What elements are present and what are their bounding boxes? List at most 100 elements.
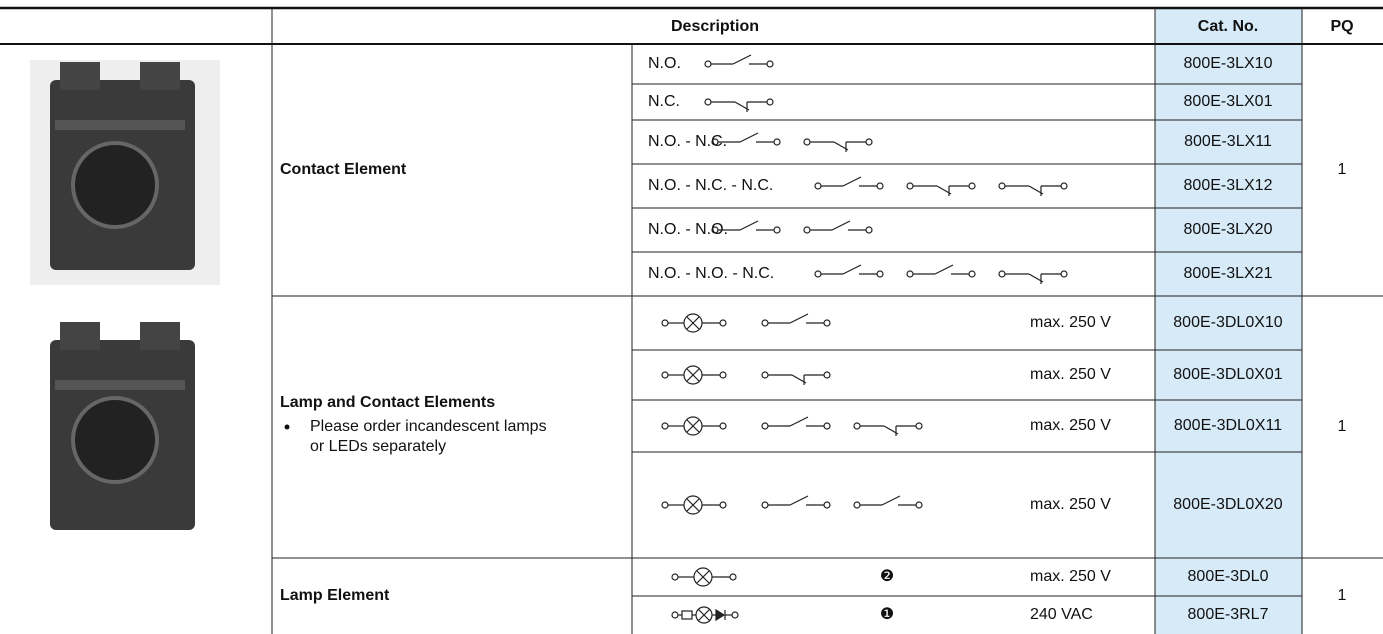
note-line: Please order incandescent lamps: [310, 418, 547, 435]
terminal: [876, 270, 884, 278]
schematic-symbol: [803, 138, 873, 152]
cat-no: 800E-3LX11: [1184, 133, 1272, 150]
wire: [686, 498, 700, 512]
wire: [789, 416, 809, 427]
note-marker: ❷: [880, 568, 894, 585]
schematic-symbol: [761, 313, 831, 327]
row-label: N.O. - N.O.: [648, 221, 728, 238]
cat-no: 800E-3LX10: [1184, 55, 1273, 72]
terminal: [968, 182, 976, 190]
terminal: [766, 60, 774, 68]
terminal: [814, 270, 822, 278]
wire: [686, 419, 700, 433]
terminal: [823, 371, 831, 379]
cat-no: 800E-3LX21: [1184, 265, 1273, 282]
terminal: [719, 501, 727, 509]
schematic-symbol: [671, 606, 739, 624]
terminal: [865, 138, 873, 146]
terminal: [671, 573, 679, 581]
schematic-symbol: [661, 313, 727, 333]
terminal: [915, 501, 923, 509]
schematic-symbol: [661, 416, 727, 436]
pq: 1: [1338, 418, 1347, 435]
rating: max. 250 V: [1030, 496, 1111, 513]
terminal: [729, 573, 737, 581]
cat-no: 800E-3LX01: [1184, 93, 1273, 110]
terminal: [761, 501, 769, 509]
row-label: N.O. - N.C.: [648, 133, 727, 150]
diode: [715, 608, 726, 622]
row-label: N.C.: [648, 93, 680, 110]
terminal: [998, 270, 1006, 278]
cat-no: 800E-3RL7: [1188, 606, 1269, 623]
wire: [696, 570, 710, 584]
note-marker: ❶: [880, 606, 894, 623]
terminal: [915, 422, 923, 430]
schematic-symbol: [671, 567, 737, 587]
wire: [934, 264, 954, 275]
schematic-symbol: [761, 495, 831, 509]
note-line: or LEDs separately: [310, 438, 446, 455]
rating: max. 250 V: [1030, 417, 1111, 434]
wire: [789, 495, 809, 506]
row-label: N.O. - N.O. - N.C.: [648, 265, 774, 282]
schematic-symbol: [704, 98, 774, 112]
product-photo: [30, 60, 220, 285]
schematic-symbol: [661, 365, 727, 385]
wire: [686, 316, 700, 330]
section-title: Lamp Element: [280, 587, 390, 604]
terminal: [761, 319, 769, 327]
terminal: [766, 98, 774, 106]
terminal: [823, 422, 831, 430]
schematic-symbol: [803, 220, 873, 234]
wire: [842, 264, 862, 275]
terminal: [704, 60, 712, 68]
bullet: [284, 424, 290, 430]
schematic-symbol: [853, 422, 923, 436]
header-description: Description: [671, 18, 759, 35]
schematic-symbol: [661, 495, 727, 515]
terminal: [823, 501, 831, 509]
terminal: [998, 182, 1006, 190]
terminal: [865, 226, 873, 234]
terminal: [876, 182, 884, 190]
terminal: [906, 182, 914, 190]
section-title: Contact Element: [280, 161, 407, 178]
rating: max. 250 V: [1030, 314, 1111, 331]
rating: max. 250 V: [1030, 366, 1111, 383]
wire: [831, 220, 851, 231]
schematic-symbol: [761, 416, 831, 430]
terminal: [671, 611, 679, 619]
terminal: [661, 422, 669, 430]
cat-no: 800E-3LX12: [1184, 177, 1273, 194]
cat-no: 800E-3DL0X11: [1174, 417, 1282, 434]
terminal: [968, 270, 976, 278]
wire: [881, 495, 901, 506]
terminal: [719, 319, 727, 327]
schematic-symbol: [998, 182, 1068, 196]
schematic-symbol: [906, 264, 976, 278]
terminal: [1060, 182, 1068, 190]
header-cat-no: Cat. No.: [1198, 18, 1258, 35]
row-label: N.O. - N.C. - N.C.: [648, 177, 773, 194]
terminal: [773, 138, 781, 146]
terminal: [803, 138, 811, 146]
schematic-symbol: [906, 182, 976, 196]
terminal: [823, 319, 831, 327]
terminal: [906, 270, 914, 278]
terminal: [704, 98, 712, 106]
pq: 1: [1338, 587, 1347, 604]
terminal: [719, 422, 727, 430]
resistor: [681, 610, 693, 620]
cat-no: 800E-3DL0: [1188, 568, 1269, 585]
terminal: [761, 371, 769, 379]
terminal: [731, 611, 739, 619]
terminal: [814, 182, 822, 190]
schematic-symbol: [998, 270, 1068, 284]
terminal: [853, 501, 861, 509]
terminal: [803, 226, 811, 234]
schematic-symbol: [711, 220, 781, 234]
cat-no: 800E-3DL0X20: [1173, 496, 1283, 513]
schematic-symbol: [761, 371, 831, 385]
